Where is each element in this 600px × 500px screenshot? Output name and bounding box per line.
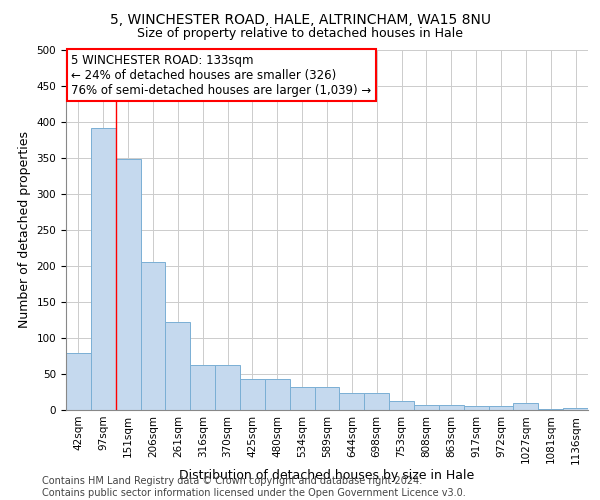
Bar xyxy=(439,405,464,410)
Bar xyxy=(389,400,414,410)
Bar xyxy=(91,128,116,410)
Bar xyxy=(340,394,364,410)
Text: 5, WINCHESTER ROAD, HALE, ALTRINCHAM, WA15 8NU: 5, WINCHESTER ROAD, HALE, ALTRINCHAM, WA… xyxy=(110,12,491,26)
Bar xyxy=(290,387,314,410)
Bar xyxy=(563,408,588,410)
Bar xyxy=(364,394,389,410)
Text: Size of property relative to detached houses in Hale: Size of property relative to detached ho… xyxy=(137,28,463,40)
Bar xyxy=(265,379,290,410)
Bar xyxy=(514,403,538,410)
Bar xyxy=(140,262,166,410)
Bar xyxy=(464,406,488,410)
Bar xyxy=(538,408,563,410)
Bar xyxy=(488,406,514,410)
Bar xyxy=(116,158,140,410)
X-axis label: Distribution of detached houses by size in Hale: Distribution of detached houses by size … xyxy=(179,469,475,482)
Bar xyxy=(240,379,265,410)
Bar xyxy=(215,364,240,410)
Text: 5 WINCHESTER ROAD: 133sqm
← 24% of detached houses are smaller (326)
76% of semi: 5 WINCHESTER ROAD: 133sqm ← 24% of detac… xyxy=(71,54,371,96)
Y-axis label: Number of detached properties: Number of detached properties xyxy=(18,132,31,328)
Bar xyxy=(414,405,439,410)
Bar xyxy=(314,387,340,410)
Text: Contains HM Land Registry data © Crown copyright and database right 2024.
Contai: Contains HM Land Registry data © Crown c… xyxy=(42,476,466,498)
Bar xyxy=(190,364,215,410)
Bar xyxy=(66,353,91,410)
Bar xyxy=(166,322,190,410)
